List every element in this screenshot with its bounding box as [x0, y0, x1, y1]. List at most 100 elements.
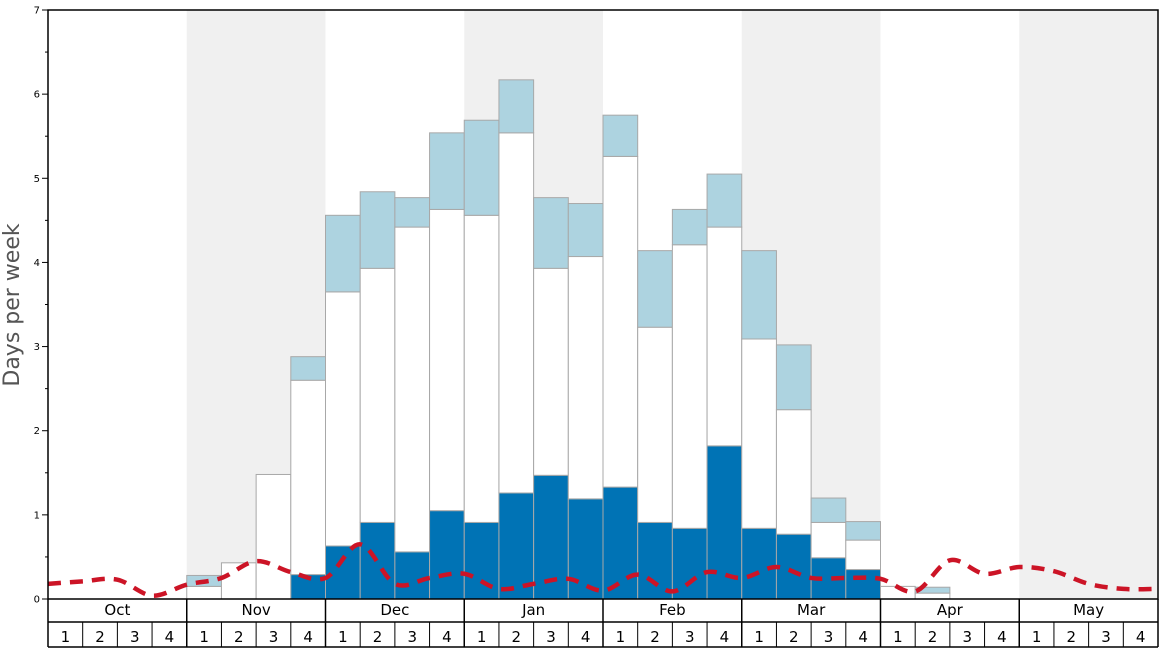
- week-label: 2: [95, 628, 105, 646]
- bar-white-week-15: [533, 267, 569, 476]
- bar-light-week-23: [810, 497, 847, 523]
- week-label: 4: [581, 628, 591, 646]
- week-label: 2: [512, 628, 522, 646]
- week-label: 2: [1067, 628, 1077, 646]
- bar-light-week-15: [533, 197, 569, 269]
- week-label: 3: [269, 628, 279, 646]
- y-tick-label: 5: [34, 174, 40, 185]
- week-label: 1: [1032, 628, 1042, 646]
- bar-white-week-14: [498, 132, 535, 494]
- bar-dark-week-12: [429, 510, 465, 600]
- bar-light-week-16: [567, 203, 604, 258]
- week-label: 3: [824, 628, 834, 646]
- week-label: 1: [754, 628, 764, 646]
- bar-white-week-18: [637, 326, 673, 523]
- y-tick-label: 0: [34, 595, 40, 606]
- week-label: 1: [199, 628, 209, 646]
- month-label-nov: Nov: [241, 601, 270, 619]
- week-label: 4: [997, 628, 1007, 646]
- bar-light-week-8: [290, 356, 326, 381]
- bar-dark-week-13: [463, 521, 500, 600]
- week-label: 4: [303, 628, 313, 646]
- y-tick-label: 3: [34, 342, 40, 353]
- bar-white-week-11: [394, 226, 431, 553]
- month-band-apr: [880, 10, 1020, 599]
- bar-light-week-17: [602, 114, 639, 157]
- bar-dark-week-17: [602, 486, 639, 600]
- bar-white-week-20: [706, 226, 743, 447]
- month-label-feb: Feb: [659, 601, 686, 619]
- bar-dark-week-11: [394, 551, 431, 600]
- bar-white-week-7: [255, 473, 292, 600]
- month-label-may: May: [1073, 601, 1104, 619]
- week-label: 3: [546, 628, 556, 646]
- y-axis: 0 1 2 3 4 5 6 7: [34, 6, 48, 606]
- bar-light-week-14: [498, 79, 535, 134]
- month-label-apr: Apr: [937, 601, 964, 619]
- week-label: 4: [720, 628, 730, 646]
- bar-white-week-17: [602, 155, 639, 488]
- week-label: 2: [650, 628, 660, 646]
- week-label: 3: [130, 628, 140, 646]
- bar-light-week-11: [394, 197, 431, 228]
- week-label: 3: [962, 628, 972, 646]
- bar-white-week-13: [463, 214, 500, 523]
- week-label: 4: [165, 628, 175, 646]
- y-tick-label: 7: [34, 6, 40, 17]
- bar-white-week-23: [810, 521, 847, 559]
- week-label: 1: [477, 628, 487, 646]
- month-label-oct: Oct: [104, 601, 130, 619]
- bar-light-week-12: [429, 132, 465, 210]
- week-label: 4: [442, 628, 452, 646]
- bar-white-week-10: [359, 267, 396, 523]
- week-label: 1: [61, 628, 71, 646]
- bar-dark-week-9: [325, 545, 361, 600]
- trend-line: [47, 542, 1159, 598]
- week-label: 1: [616, 628, 626, 646]
- week-label: 3: [685, 628, 695, 646]
- bar-white-week-16: [567, 256, 604, 500]
- bar-dark-week-16: [567, 498, 604, 600]
- bar-white-week-26: [914, 592, 951, 600]
- bar-light-week-13: [463, 119, 500, 216]
- bar-dark-week-24: [845, 569, 881, 600]
- month-band-oct: [48, 10, 187, 599]
- bar-white-week-8: [290, 379, 326, 576]
- bar-dark-week-22: [775, 533, 812, 600]
- y-tick-label: 1: [34, 510, 40, 521]
- month-label-mar: Mar: [797, 601, 826, 619]
- week-label: 1: [893, 628, 903, 646]
- bar-light-week-24: [845, 521, 881, 541]
- month-label-jan: Jan: [521, 601, 545, 619]
- y-tick-label: 4: [34, 258, 40, 269]
- bars: [186, 79, 951, 600]
- trend-line-group: [47, 542, 1159, 598]
- x-axis: Oct 1 2 3 4 Nov 1 2 3 4 Dec 1 2 3 4 Jan 1 2 3 4 Feb 1 2 3 4 Mar 1 2…: [47, 599, 1159, 648]
- week-label: 3: [1101, 628, 1111, 646]
- bar-dark-week-14: [498, 492, 535, 600]
- bar-white-week-5: [186, 585, 222, 600]
- y-tick-label: 2: [34, 426, 40, 437]
- week-label: 2: [373, 628, 383, 646]
- bar-light-week-22: [775, 344, 812, 411]
- month-band-may: [1019, 10, 1158, 599]
- bar-white-week-21: [741, 338, 777, 529]
- week-label: 3: [407, 628, 417, 646]
- week-label: 2: [789, 628, 799, 646]
- week-label: 4: [1136, 628, 1146, 646]
- bar-dark-week-19: [671, 527, 708, 600]
- bar-light-week-21: [741, 250, 777, 340]
- bar-light-week-9: [325, 214, 361, 293]
- bar-white-week-22: [775, 409, 812, 535]
- week-label: 2: [928, 628, 938, 646]
- bar-dark-week-10: [359, 521, 396, 600]
- bar-light-week-10: [359, 191, 396, 269]
- bar-white-week-9: [325, 291, 361, 547]
- bar-light-week-26: [914, 586, 951, 594]
- bar-light-week-20: [706, 173, 743, 228]
- bar-light-week-18: [637, 250, 673, 328]
- y-tick-label: 6: [34, 90, 40, 101]
- bar-white-week-24: [845, 539, 881, 571]
- week-label: 2: [234, 628, 244, 646]
- bar-light-week-19: [671, 208, 708, 246]
